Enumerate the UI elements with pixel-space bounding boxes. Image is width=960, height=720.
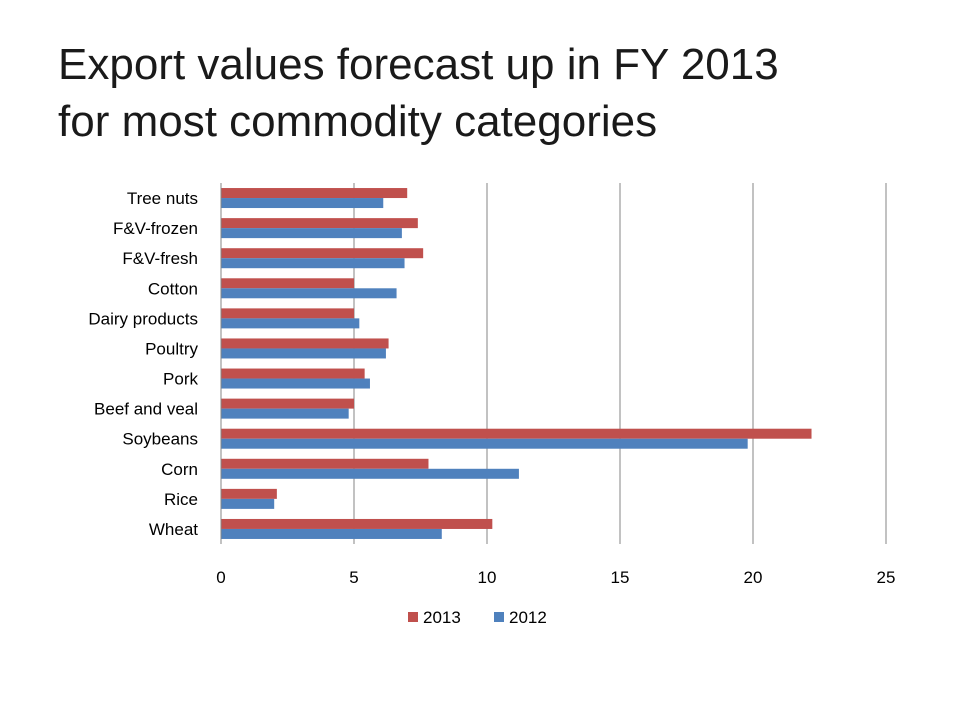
legend-swatch xyxy=(408,612,418,622)
bar-2012 xyxy=(221,228,402,239)
title-line-2: for most commodity categories xyxy=(58,97,658,146)
bar-2013 xyxy=(221,218,418,229)
x-tick-label: 0 xyxy=(216,568,225,587)
y-tick-label: Pork xyxy=(163,370,198,389)
bar-2013 xyxy=(221,518,493,529)
y-tick-label: Poultry xyxy=(145,339,198,358)
y-tick-label: Wheat xyxy=(149,520,198,539)
bar-2013 xyxy=(221,428,812,439)
bar-2013 xyxy=(221,308,354,319)
bar-2012 xyxy=(221,378,370,389)
bar-2012 xyxy=(221,498,275,509)
bar-2013 xyxy=(221,488,277,499)
title-line-1: Export values forecast up in FY 2013 xyxy=(58,40,779,89)
y-tick-label: Tree nuts xyxy=(127,189,198,208)
bar-2013 xyxy=(221,248,424,259)
bar-2012 xyxy=(221,468,519,479)
y-tick-label: F&V-frozen xyxy=(113,219,198,238)
y-tick-label: Rice xyxy=(164,490,198,509)
y-tick-label: Cotton xyxy=(148,279,198,298)
bar-2013 xyxy=(221,338,389,349)
bar-2012 xyxy=(221,438,748,449)
bar-2012 xyxy=(221,348,386,359)
bar-2012 xyxy=(221,408,349,419)
y-tick-label: Beef and veal xyxy=(94,400,198,419)
bar-2013 xyxy=(221,188,408,199)
x-tick-label: 5 xyxy=(349,568,358,587)
x-tick-label: 25 xyxy=(877,568,896,587)
legend-swatch xyxy=(494,612,504,622)
legend-label: 2012 xyxy=(509,608,547,627)
y-tick-label: Dairy products xyxy=(88,309,198,328)
legend-label: 2013 xyxy=(423,608,461,627)
page-title: Export values forecast up in FY 2013 for… xyxy=(58,36,938,150)
y-tick-label: Corn xyxy=(161,460,198,479)
bar-2012 xyxy=(221,528,442,539)
bar-2012 xyxy=(221,258,405,269)
bar-2013 xyxy=(221,278,354,289)
bar-2012 xyxy=(221,198,384,209)
x-tick-label: 10 xyxy=(478,568,497,587)
x-tick-label: 20 xyxy=(744,568,763,587)
x-tick-label: 15 xyxy=(611,568,630,587)
bar-2013 xyxy=(221,398,354,409)
bar-2013 xyxy=(221,368,365,379)
y-tick-label: Soybeans xyxy=(122,430,198,449)
bar-2012 xyxy=(221,318,360,329)
y-tick-label: F&V-fresh xyxy=(122,249,198,268)
bar-2012 xyxy=(221,288,397,299)
bar-2013 xyxy=(221,458,429,469)
